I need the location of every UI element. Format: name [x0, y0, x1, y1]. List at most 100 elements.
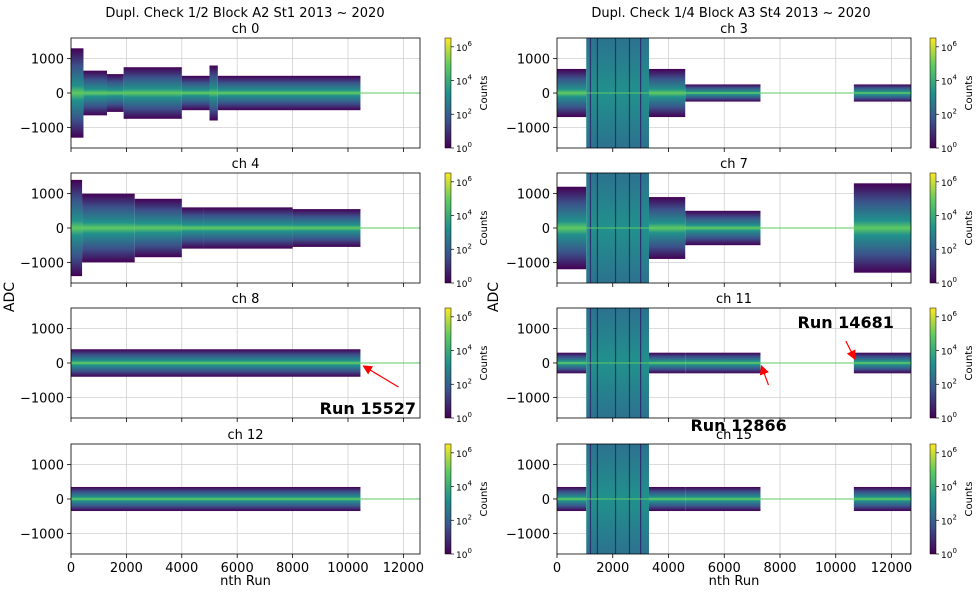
panel-title: ch 12 — [227, 428, 263, 443]
colorbar-tick-label: 102 — [456, 242, 472, 256]
colorbar-tick-label: 104 — [941, 209, 957, 223]
y-tick-label: −1000 — [20, 256, 64, 271]
colorbar-tick-label: 104 — [941, 344, 957, 358]
colorbar-tick-label: 102 — [941, 242, 957, 256]
colorbar-tick-label: 100 — [456, 411, 472, 425]
colorbar — [444, 172, 452, 284]
colorbar-tick-label: 106 — [456, 40, 472, 54]
annotation-label: Run 15527 — [320, 399, 416, 418]
x-tick-label: 6000 — [221, 561, 254, 576]
column-title: Dupl. Check 1/2 Block A2 St1 2013 ~ 2020 — [105, 6, 384, 21]
chart-column-1: Dupl. Check 1/4 Block A3 St4 2013 ~ 2020… — [506, 6, 975, 589]
colorbar-tick-label: 106 — [941, 446, 957, 460]
panel-title: ch 8 — [232, 292, 260, 307]
colorbar — [929, 37, 937, 149]
colorbar-label: Counts — [964, 482, 975, 517]
panel-title: ch 11 — [716, 292, 752, 307]
column-title: Dupl. Check 1/4 Block A3 St4 2013 ~ 2020 — [591, 6, 870, 21]
colorbar — [929, 307, 937, 419]
colorbar-label: Counts — [479, 211, 490, 246]
colorbar — [444, 307, 452, 419]
x-axis-label: nth Run — [709, 574, 760, 589]
y-tick-label: 0 — [56, 357, 64, 372]
annotation-arrow — [362, 365, 399, 388]
x-tick-label: 10000 — [815, 561, 856, 576]
y-tick-label: 1000 — [31, 323, 64, 338]
colorbar-tick-label: 100 — [456, 141, 472, 155]
x-axis-label: nth Run — [220, 574, 271, 589]
colorbar-label: Counts — [964, 346, 975, 381]
panel-ch-8: ch 8 −1000 0 1000 100 102 104 106 Counts Run 1552… — [20, 292, 490, 425]
panel-ch-0: ch 0 −1000 0 1000 100 102 104 106 Counts — [20, 22, 490, 155]
y-tick-label: 1000 — [517, 188, 550, 203]
y-tick-label: −1000 — [20, 527, 64, 542]
panel-ch-4: ch 4 −1000 0 1000 100 102 104 106 Counts — [20, 157, 490, 290]
colorbar-label: Counts — [479, 482, 490, 517]
y-tick-label: −1000 — [506, 256, 550, 271]
y-tick-label: 1000 — [517, 459, 550, 474]
colorbar-tick-label: 106 — [941, 40, 957, 54]
colorbar-tick-label: 100 — [941, 411, 957, 425]
colorbar-tick-label: 104 — [456, 74, 472, 88]
annotation-arrow — [845, 340, 856, 361]
colorbar — [444, 37, 452, 149]
x-tick-label: 4000 — [165, 561, 198, 576]
y-tick-label: 1000 — [31, 53, 64, 68]
colorbar-tick-label: 104 — [941, 74, 957, 88]
x-tick-label: 8000 — [276, 561, 309, 576]
y-tick-label: −1000 — [506, 391, 550, 406]
x-tick-label: 12000 — [871, 561, 912, 576]
colorbar-tick-label: 106 — [941, 310, 957, 324]
panel-title: ch 3 — [720, 22, 748, 37]
colorbar-tick-label: 102 — [456, 377, 472, 391]
y-tick-label: 1000 — [517, 323, 550, 338]
panel-title: ch 15 — [716, 428, 752, 443]
panel-title: ch 7 — [720, 157, 748, 172]
annotation-label: Run 14681 — [798, 313, 894, 332]
x-tick-label: 2000 — [110, 561, 143, 576]
y-tick-label: −1000 — [506, 121, 550, 136]
annotation-label: Run 12866 — [690, 416, 786, 435]
y-tick-label: 0 — [542, 87, 550, 102]
y-tick-label: 0 — [542, 357, 550, 372]
colorbar-tick-label: 104 — [456, 209, 472, 223]
colorbar — [929, 443, 937, 555]
colorbar-tick-label: 102 — [941, 513, 957, 527]
colorbar-tick-label: 102 — [456, 513, 472, 527]
y-tick-label: −1000 — [20, 391, 64, 406]
y-tick-label: −1000 — [506, 527, 550, 542]
y-tick-label: −1000 — [20, 121, 64, 136]
x-tick-label: 2000 — [596, 561, 629, 576]
colorbar-tick-label: 104 — [941, 480, 957, 494]
colorbar-label: Counts — [964, 76, 975, 111]
colorbar-tick-label: 100 — [941, 276, 957, 290]
y-tick-label: 1000 — [31, 459, 64, 474]
panel-title: ch 0 — [232, 22, 260, 37]
x-tick-label: 0 — [553, 561, 561, 576]
colorbar-label: Counts — [964, 211, 975, 246]
x-tick-label: 0 — [67, 561, 75, 576]
colorbar — [929, 172, 937, 284]
colorbar-tick-label: 106 — [456, 446, 472, 460]
colorbar-tick-label: 102 — [941, 377, 957, 391]
y-axis-label: ADC — [2, 282, 18, 312]
x-tick-label: 10000 — [327, 561, 368, 576]
y-tick-label: 0 — [56, 222, 64, 237]
colorbar-tick-label: 106 — [456, 175, 472, 189]
panel-ch-3: ch 3 −1000 0 1000 100 102 104 106 Counts — [506, 22, 975, 155]
y-tick-label: 1000 — [31, 188, 64, 203]
y-tick-label: 0 — [56, 87, 64, 102]
x-tick-label: 8000 — [763, 561, 796, 576]
y-tick-label: 1000 — [517, 53, 550, 68]
y-tick-label: 0 — [542, 493, 550, 508]
x-tick-label: 12000 — [383, 561, 424, 576]
colorbar-label: Counts — [479, 346, 490, 381]
x-tick-label: 6000 — [708, 561, 741, 576]
y-axis-label-right: ADC — [486, 282, 502, 312]
colorbar-tick-label: 104 — [456, 344, 472, 358]
colorbar — [444, 443, 452, 555]
colorbar-tick-label: 102 — [456, 107, 472, 121]
colorbar-tick-label: 106 — [456, 310, 472, 324]
